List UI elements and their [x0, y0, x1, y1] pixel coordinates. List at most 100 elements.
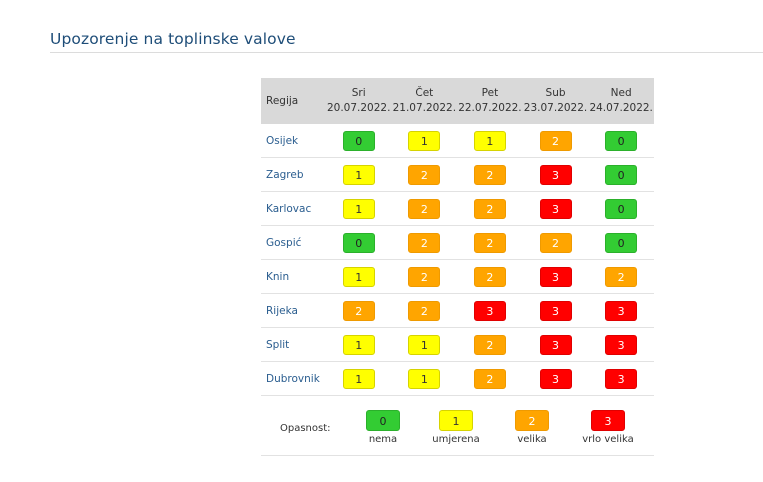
title-divider [50, 52, 763, 53]
level-badge: 1 [342, 266, 375, 287]
level-cell: 3 [522, 361, 589, 396]
level-badge: 3 [605, 300, 638, 321]
level-cell: 2 [391, 225, 458, 260]
day-name: Čet [415, 87, 434, 99]
level-badge: 3 [539, 266, 572, 287]
level-cell: 2 [325, 293, 392, 328]
table-row: Zagreb 1 2 2 3 0 [261, 157, 654, 192]
level-badge: 1 [408, 130, 441, 151]
region-link[interactable]: Dubrovnik [261, 361, 326, 396]
level-badge: 2 [539, 130, 572, 151]
level-badge: 2 [473, 232, 506, 253]
level-cell: 3 [522, 259, 589, 294]
level-cell: 1 [325, 157, 392, 192]
level-badge: 2 [473, 164, 506, 185]
region-link[interactable]: Karlovac [261, 191, 326, 226]
level-badge: 2 [473, 266, 506, 287]
level-badge: 3 [539, 300, 572, 321]
level-badge: 1 [408, 368, 441, 389]
level-cell: 1 [325, 259, 392, 294]
level-cell: 3 [522, 191, 589, 226]
page-title: Upozorenje na toplinske valove [50, 30, 296, 49]
level-cell: 1 [325, 327, 392, 362]
table-row: Rijeka 2 2 3 3 3 [261, 293, 654, 328]
legend-text: umjerena [432, 434, 480, 445]
level-cell: 2 [457, 225, 523, 260]
region-column-header: Regija [261, 78, 326, 124]
level-cell: 2 [457, 191, 523, 226]
level-badge: 0 [605, 232, 638, 253]
level-cell: 1 [325, 191, 392, 226]
level-badge: 3 [605, 334, 638, 355]
level-badge: 3 [591, 410, 625, 431]
level-cell: 0 [588, 157, 654, 192]
level-badge: 3 [539, 368, 572, 389]
legend-text: velika [517, 434, 547, 445]
legend-item: 2 velika [495, 410, 569, 445]
level-cell: 2 [457, 157, 523, 192]
level-cell: 3 [522, 157, 589, 192]
level-badge: 3 [539, 164, 572, 185]
region-link[interactable]: Osijek [261, 124, 326, 158]
level-cell: 0 [588, 225, 654, 260]
region-link[interactable]: Knin [261, 259, 326, 294]
level-badge: 2 [408, 198, 441, 219]
level-cell: 0 [325, 225, 392, 260]
level-cell: 2 [522, 124, 589, 158]
region-link[interactable]: Rijeka [261, 293, 326, 328]
day-name: Sri [351, 87, 366, 99]
level-cell: 1 [391, 361, 458, 396]
level-badge: 3 [605, 368, 638, 389]
table-row: Gospić 0 2 2 2 0 [261, 225, 654, 260]
level-badge: 1 [342, 368, 375, 389]
level-cell: 1 [325, 361, 392, 396]
day-date: 24.07.2022. [589, 102, 653, 114]
level-cell: 2 [457, 259, 523, 294]
level-cell: 2 [391, 259, 458, 294]
region-link[interactable]: Zagreb [261, 157, 326, 192]
level-cell: 2 [391, 191, 458, 226]
level-cell: 2 [522, 225, 589, 260]
day-column-header: Pet 22.07.2022. [457, 78, 523, 124]
legend-label: Opasnost: [280, 423, 331, 434]
level-badge: 2 [473, 334, 506, 355]
legend-text: vrlo velika [582, 434, 634, 445]
level-cell: 3 [522, 293, 589, 328]
table-row: Karlovac 1 2 2 3 0 [261, 191, 654, 226]
table-body: Osijek 0 1 1 2 0 Zagreb 1 2 2 3 0 Karlovac 1 2 2 3 0 Gospi… [261, 124, 654, 396]
level-cell: 3 [588, 327, 654, 362]
level-cell: 2 [391, 157, 458, 192]
level-badge: 1 [342, 164, 375, 185]
table-row: Osijek 0 1 1 2 0 [261, 124, 654, 158]
day-name: Sub [545, 87, 566, 99]
level-cell: 3 [457, 293, 523, 328]
day-name: Pet [481, 87, 499, 99]
level-badge: 1 [342, 334, 375, 355]
region-link[interactable]: Split [261, 327, 326, 362]
level-badge: 0 [605, 198, 638, 219]
level-badge: 0 [605, 164, 638, 185]
legend-text: nema [368, 434, 398, 445]
day-column-header: Ned 24.07.2022. [588, 78, 654, 124]
level-cell: 0 [588, 124, 654, 158]
legend-item: 1 umjerena [419, 410, 493, 445]
day-date: 22.07.2022. [458, 102, 522, 114]
level-badge: 2 [342, 300, 375, 321]
region-link[interactable]: Gospić [261, 225, 326, 260]
level-cell: 3 [588, 361, 654, 396]
table-row: Split 1 1 2 3 3 [261, 327, 654, 362]
level-badge: 0 [366, 410, 400, 431]
day-name: Ned [610, 87, 632, 99]
level-badge: 3 [539, 198, 572, 219]
level-cell: 2 [391, 293, 458, 328]
heatwave-table: Regija Sri 20.07.2022. Čet 21.07.2022. Pet… [261, 78, 654, 396]
level-cell: 0 [588, 191, 654, 226]
level-cell: 2 [457, 327, 523, 362]
level-badge: 1 [408, 334, 441, 355]
level-badge: 3 [539, 334, 572, 355]
level-cell: 1 [391, 327, 458, 362]
level-badge: 2 [408, 266, 441, 287]
level-badge: 2 [605, 266, 638, 287]
level-cell: 2 [588, 259, 654, 294]
day-date: 23.07.2022. [523, 102, 588, 114]
